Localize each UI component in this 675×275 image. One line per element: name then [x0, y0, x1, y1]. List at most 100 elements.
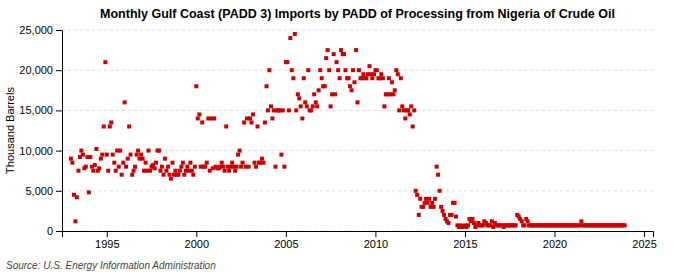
x-tick-label: 2025	[632, 238, 656, 250]
point	[381, 76, 385, 80]
point	[412, 108, 416, 112]
point	[350, 88, 354, 92]
point	[372, 72, 376, 76]
point	[436, 173, 440, 177]
point	[261, 161, 265, 165]
x-tick-mark	[465, 231, 466, 237]
point	[188, 161, 192, 165]
point	[441, 209, 445, 213]
point	[317, 88, 321, 92]
point	[99, 157, 103, 161]
point	[148, 169, 152, 173]
point	[523, 223, 527, 227]
point	[239, 165, 243, 169]
point	[126, 157, 130, 161]
point	[466, 223, 470, 227]
point	[396, 72, 400, 76]
x-tick: 2020	[543, 231, 567, 250]
point	[421, 205, 425, 209]
point	[136, 149, 140, 153]
point	[309, 108, 313, 112]
point	[221, 165, 225, 169]
point	[299, 104, 303, 108]
point	[306, 68, 310, 72]
point	[114, 169, 118, 173]
point	[357, 68, 361, 72]
point	[332, 52, 336, 56]
point	[248, 116, 252, 120]
point	[118, 149, 122, 153]
point	[397, 108, 401, 112]
point	[87, 190, 91, 194]
point	[269, 104, 273, 108]
chart: 199520002005201020152020202505,00010,000…	[0, 0, 675, 275]
point	[370, 76, 374, 80]
point	[181, 161, 185, 165]
point	[224, 124, 228, 128]
point	[526, 219, 530, 223]
x-tick: 2015	[453, 231, 477, 250]
x-axis-line	[63, 232, 654, 238]
point	[69, 157, 73, 161]
point	[179, 165, 183, 169]
point	[279, 153, 283, 157]
point	[106, 169, 110, 173]
x-tick-label: 2005	[274, 238, 298, 250]
point	[159, 169, 163, 173]
point	[124, 165, 128, 169]
point	[347, 76, 351, 80]
point	[408, 112, 412, 116]
point	[190, 169, 194, 173]
point	[427, 197, 431, 201]
point	[108, 124, 112, 128]
point	[352, 80, 356, 84]
y-tick-label: 25,000	[19, 24, 53, 36]
grid-line	[62, 190, 653, 191]
x-tick: 2025	[632, 231, 656, 250]
point	[344, 68, 348, 72]
point	[205, 161, 209, 165]
point	[354, 48, 358, 52]
point	[163, 157, 167, 161]
point	[162, 173, 166, 177]
x-tick-label: 2010	[364, 238, 388, 250]
point	[323, 84, 327, 88]
point	[430, 201, 434, 205]
point	[170, 161, 174, 165]
point	[133, 165, 137, 169]
point	[254, 165, 258, 169]
point	[348, 84, 352, 88]
point	[293, 32, 297, 36]
point	[470, 217, 474, 221]
point	[514, 223, 518, 227]
point	[238, 149, 242, 153]
point	[220, 161, 224, 165]
y-axis-line	[56, 31, 63, 232]
y-tick: 15,000	[19, 104, 62, 116]
x-tick: 1995	[95, 231, 119, 250]
point	[291, 76, 295, 80]
point	[242, 120, 246, 124]
point	[88, 155, 92, 159]
point	[364, 76, 368, 80]
point	[315, 104, 319, 108]
point	[256, 124, 260, 128]
point	[241, 161, 245, 165]
point	[164, 169, 168, 173]
point	[185, 165, 189, 169]
point	[260, 157, 264, 161]
title: Monthly Gulf Coast (PADD 3) Imports by P…	[100, 7, 615, 21]
point	[191, 173, 195, 177]
point	[166, 165, 170, 169]
point	[403, 116, 407, 120]
y-tick-label: 15,000	[19, 104, 53, 116]
point	[324, 56, 328, 60]
y-tick-label: 5,000	[25, 185, 53, 197]
x-tick: 2000	[185, 231, 209, 250]
point	[314, 100, 318, 104]
point	[173, 169, 177, 173]
point	[203, 165, 207, 169]
point	[267, 68, 271, 72]
point	[390, 80, 394, 84]
y-tick: 25,000	[19, 24, 62, 36]
